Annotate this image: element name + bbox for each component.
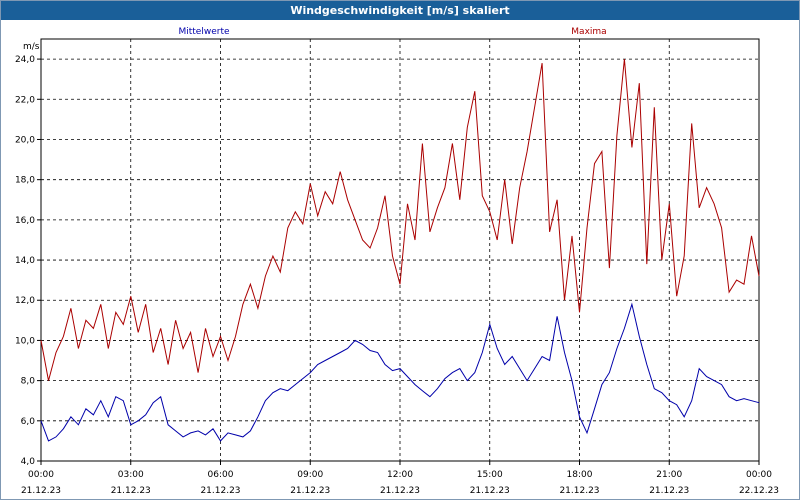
y-tick-label: 14,0: [15, 256, 35, 266]
x-tick-time: 15:00: [477, 470, 503, 480]
y-axis-label: m/s: [23, 42, 40, 52]
x-tick-date: 21.12.23: [559, 486, 599, 496]
x-tick-date: 21.12.23: [470, 486, 510, 496]
y-tick-label: 6,0: [21, 417, 36, 427]
legend-maxima: Maxima: [571, 27, 606, 37]
x-tick-date: 22.12.23: [739, 486, 779, 496]
y-tick-label: 20,0: [15, 135, 35, 145]
x-tick-time: 18:00: [567, 470, 593, 480]
y-tick-label: 10,0: [15, 336, 35, 346]
x-tick-time: 21:00: [656, 470, 682, 480]
x-tick-date: 21.12.23: [200, 486, 240, 496]
axes-layer: [37, 38, 760, 465]
x-tick-time: 03:00: [118, 470, 144, 480]
x-tick-time: 09:00: [297, 470, 323, 480]
series-line-mittelwerte: [40, 302, 760, 442]
y-tick-label: 18,0: [15, 176, 35, 186]
x-tick-date: 21.12.23: [380, 486, 420, 496]
grid-layer: [41, 39, 759, 462]
x-tick-time: 00:00: [28, 470, 54, 480]
y-tick-label: 4,0: [21, 457, 36, 467]
chart-title: Windgeschwindigkeit [m/s] skaliert: [1, 1, 799, 20]
y-tick-label: 8,0: [21, 377, 36, 387]
x-tick-date: 21.12.23: [290, 486, 330, 496]
x-tick-time: 00:00: [746, 470, 772, 480]
y-tick-label: 12,0: [15, 296, 35, 306]
series-line-maxima: [40, 59, 760, 381]
legend-mittelwerte: Mittelwerte: [178, 27, 229, 37]
labels-layer: 4,0 6,0 8,0 10,0 12,0 14,0 16,0 18,0 20,0 22,0 24,…: [15, 27, 779, 496]
x-tick-date: 21.12.23: [21, 486, 61, 496]
y-tick-label: 16,0: [15, 216, 35, 226]
x-tick-time: 12:00: [387, 470, 413, 480]
y-tick-label: 24,0: [15, 55, 35, 65]
x-tick-date: 21.12.23: [649, 486, 689, 496]
y-tick-label: 22,0: [15, 95, 35, 105]
series-layer: [40, 59, 760, 442]
x-tick-time: 06:00: [208, 470, 234, 480]
x-tick-date: 21.12.23: [111, 486, 151, 496]
